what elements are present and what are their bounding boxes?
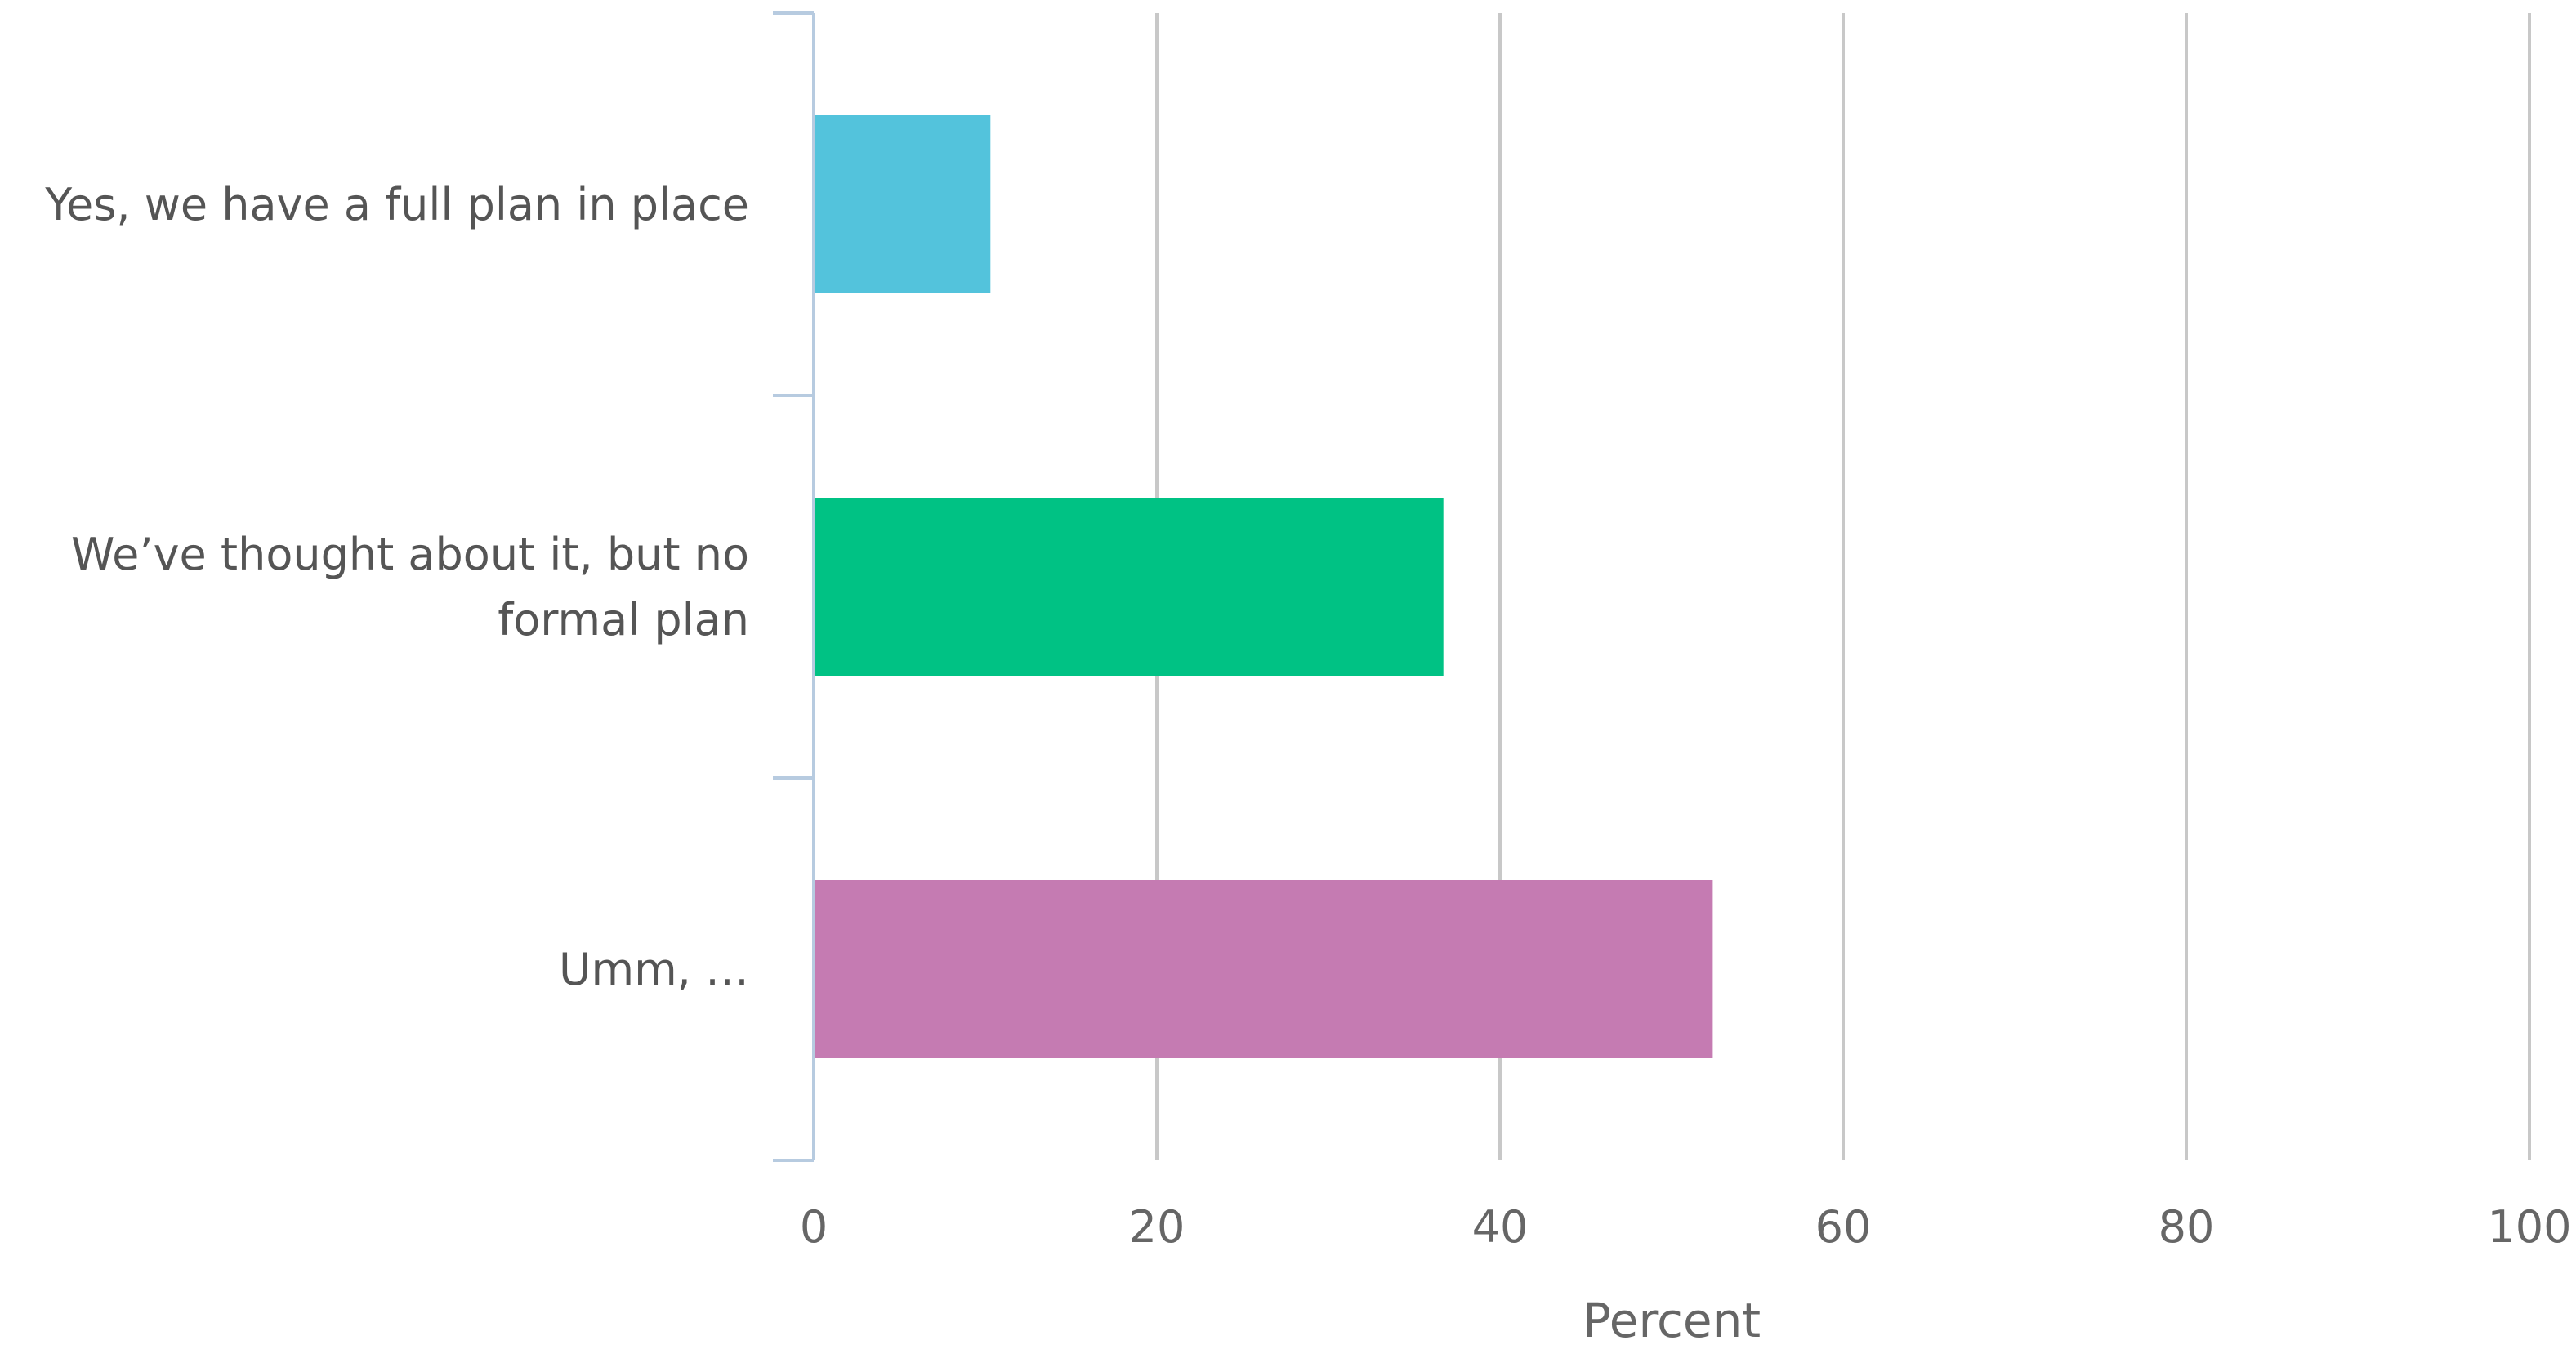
category-label: Umm, …	[559, 944, 749, 995]
category-label: We’ve thought about it, but no	[71, 529, 749, 580]
x-tick-labels: 0 20 40 60 80 100	[800, 1201, 2572, 1253]
x-tick-label: 80	[2159, 1201, 2215, 1253]
x-tick-label: 100	[2487, 1201, 2571, 1253]
bar-1	[814, 115, 991, 293]
bars	[814, 115, 1713, 1058]
x-tick-label: 0	[800, 1201, 828, 1253]
category-axis	[773, 11, 815, 1162]
bar-2	[814, 498, 1444, 676]
x-tick-label: 60	[1815, 1201, 1872, 1253]
category-label: formal plan	[498, 594, 749, 646]
category-labels: Yes, we have a full plan in place We’ve t…	[44, 179, 749, 995]
category-label: Yes, we have a full plan in place	[44, 179, 749, 230]
x-tick-label: 40	[1472, 1201, 1529, 1253]
bar-3	[814, 880, 1713, 1058]
x-tick-label: 20	[1129, 1201, 1185, 1253]
x-axis-title: Percent	[1583, 1293, 1761, 1345]
